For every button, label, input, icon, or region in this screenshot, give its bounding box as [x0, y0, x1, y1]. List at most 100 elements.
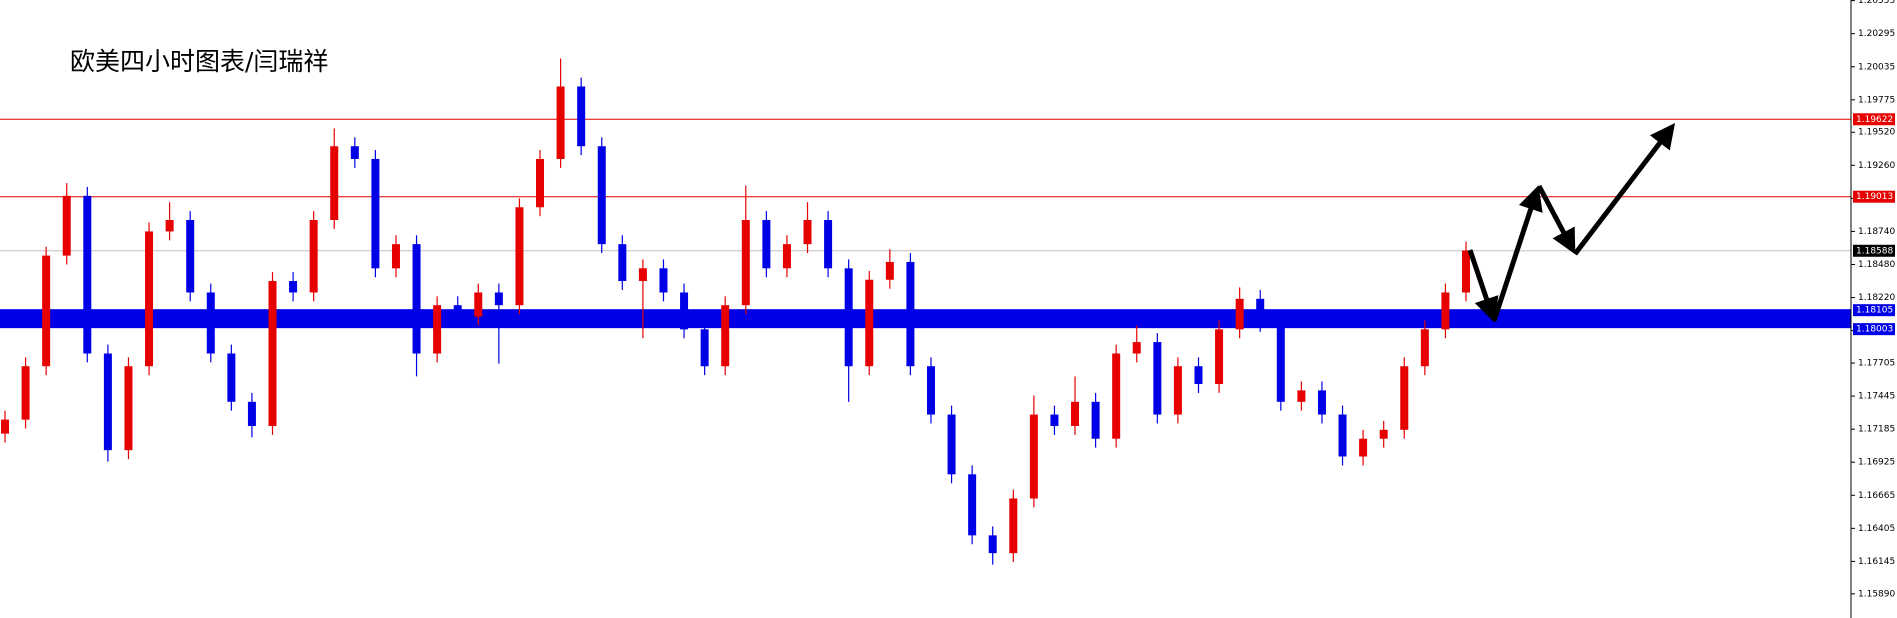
candle-body	[680, 292, 689, 330]
candle-body	[1441, 292, 1450, 330]
candle-body	[700, 329, 709, 367]
candle-body	[1317, 390, 1326, 415]
candle-body	[721, 305, 730, 367]
y-tick-label: 1.19775	[1858, 95, 1895, 105]
candle-body	[536, 158, 545, 208]
candle-body	[1112, 353, 1121, 439]
candle-body	[206, 292, 215, 354]
candle-body	[1009, 498, 1018, 554]
candle-body	[350, 146, 359, 159]
candle-body	[433, 305, 442, 354]
y-tick-label: 1.19520	[1858, 128, 1895, 138]
candle-body	[309, 219, 318, 293]
candle-body	[1071, 401, 1080, 426]
y-tick-label: 1.16665	[1858, 491, 1895, 501]
candle-body	[145, 231, 154, 367]
price-tag-label: 1.18588	[1856, 246, 1893, 256]
candle-body	[1215, 329, 1224, 385]
y-tick-label: 1.19260	[1858, 161, 1895, 171]
candle-body	[782, 244, 791, 269]
y-tick-label: 1.17445	[1858, 392, 1895, 402]
candle-body	[968, 474, 977, 536]
candle-body	[453, 305, 462, 317]
y-tick-label: 1.20555	[1858, 0, 1895, 6]
candle-body	[330, 146, 339, 220]
y-tick-label: 1.16925	[1858, 458, 1895, 468]
candle-body	[1359, 438, 1368, 457]
y-tick-label: 1.17705	[1858, 359, 1895, 369]
candle-body	[227, 353, 236, 402]
candle-body	[42, 255, 51, 367]
candle-body	[824, 219, 833, 269]
forecast-arrows	[1467, 123, 1676, 323]
candle-body	[865, 279, 874, 367]
candle-body	[741, 219, 750, 306]
candle-body	[494, 292, 503, 306]
candle-body	[1462, 250, 1470, 293]
candle-body	[103, 353, 112, 451]
candle-body	[1, 419, 9, 434]
candle-body	[247, 401, 256, 426]
candle-body	[1256, 298, 1265, 323]
candle-body	[474, 292, 483, 317]
candle-body	[885, 261, 894, 280]
candle-body	[597, 146, 606, 245]
candle-body	[1029, 414, 1038, 499]
candle-body	[947, 414, 956, 475]
support-band	[0, 309, 1851, 329]
candle-body	[391, 244, 400, 269]
price-tag	[1853, 190, 1895, 203]
candle-body	[412, 244, 421, 354]
candle-body	[62, 195, 71, 256]
price-tag-label: 1.18105	[1856, 306, 1893, 316]
candle-body	[515, 207, 524, 306]
candle-body	[762, 219, 771, 269]
candle-body	[124, 366, 133, 451]
candle-body	[577, 86, 586, 147]
candle-body	[289, 281, 298, 293]
price-tag	[1853, 323, 1895, 336]
candle-body	[165, 219, 174, 232]
candle-body	[186, 219, 195, 293]
candle-body	[1091, 401, 1100, 439]
candle-body	[21, 366, 30, 420]
price-tag-label: 1.19622	[1856, 115, 1893, 125]
y-tick-label: 1.20035	[1858, 62, 1895, 72]
y-tick-label: 1.16145	[1858, 557, 1895, 567]
candle-body	[1173, 366, 1182, 415]
candle-body	[906, 261, 915, 367]
candle-body	[926, 366, 935, 415]
candle-body	[1276, 322, 1285, 402]
price-tag	[1853, 113, 1895, 126]
candle-body	[638, 268, 647, 282]
candle-body	[988, 535, 997, 554]
candle-body	[1420, 329, 1429, 367]
candle-body	[1297, 390, 1306, 402]
candle-body	[803, 219, 812, 245]
candle-body	[1400, 366, 1409, 430]
candle-body	[1379, 429, 1388, 439]
candle-body	[556, 86, 565, 159]
price-tag	[1853, 304, 1895, 317]
y-tick-label: 1.15890	[1858, 589, 1895, 599]
candle-body	[1153, 342, 1162, 415]
candle-body	[1338, 414, 1347, 457]
price-tag-label: 1.19013	[1856, 192, 1893, 202]
price-tag	[1853, 244, 1895, 257]
candle-body	[659, 268, 668, 293]
y-tick-label: 1.16405	[1858, 524, 1895, 534]
candle-body	[618, 244, 627, 282]
candle-body	[268, 281, 277, 426]
y-tick-label: 1.18740	[1858, 227, 1895, 237]
price-tag-label: 1.18003	[1856, 325, 1893, 335]
candle-body	[1194, 366, 1203, 385]
chart-title: 欧美四小时图表/闫瑞祥	[70, 47, 328, 76]
y-tick-label: 1.18220	[1858, 293, 1895, 303]
candle-body	[1050, 414, 1059, 426]
y-tick-label: 1.20295	[1858, 29, 1895, 39]
y-tick-label: 1.17185	[1858, 425, 1895, 435]
candle-body	[1235, 298, 1244, 330]
candle-body	[1132, 342, 1141, 354]
